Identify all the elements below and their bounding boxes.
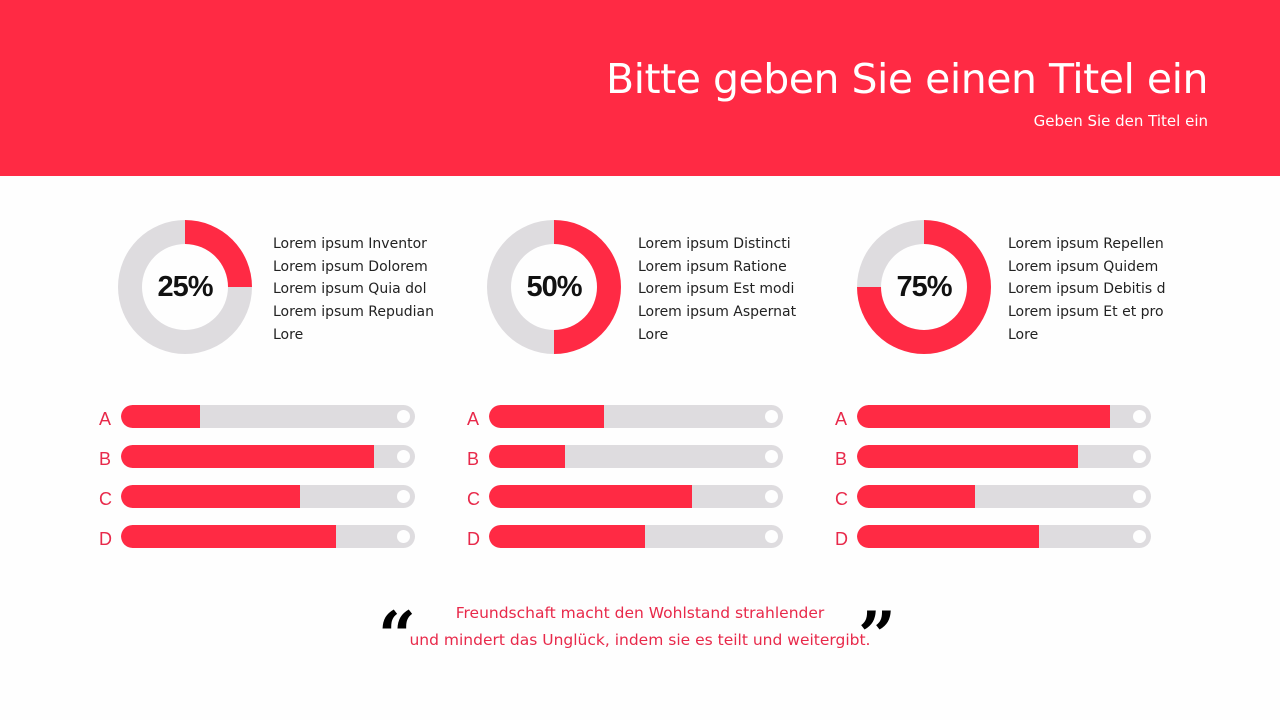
bar-knob-icon xyxy=(397,410,410,423)
donut-chart: 25% xyxy=(118,220,252,354)
donut-percentage: 25% xyxy=(157,270,213,303)
description-line: Lorem ipsum Dolorem xyxy=(273,258,428,275)
description-line: Lorem ipsum Repudian xyxy=(273,304,434,321)
bar-label: A xyxy=(99,409,112,429)
bar-track xyxy=(121,445,415,468)
bar-track xyxy=(121,525,415,548)
bar-knob-icon xyxy=(1133,530,1146,543)
description-line: Lorem ipsum Est modi xyxy=(638,281,795,298)
header-banner: Bitte geben Sie einen Titel ein Geben Si… xyxy=(0,0,1280,176)
bar-fill xyxy=(857,405,1110,428)
donut-percentage: 50% xyxy=(526,270,582,303)
bar-fill xyxy=(121,405,201,428)
bar-label: B xyxy=(467,449,480,469)
bar-fill xyxy=(489,445,566,468)
bar-knob-icon xyxy=(765,490,778,503)
bar-knob-icon xyxy=(397,450,410,463)
bar-track xyxy=(857,445,1151,468)
description-line: Lore xyxy=(1008,326,1039,343)
bar-knob-icon xyxy=(765,410,778,423)
quote-line-1: Freundschaft macht den Wohlstand strahle… xyxy=(455,604,825,622)
bar-track xyxy=(489,525,783,548)
bar-fill xyxy=(489,405,604,428)
bar-label: D xyxy=(467,529,480,549)
description-line: Lore xyxy=(638,326,669,343)
bar-knob-icon xyxy=(397,530,410,543)
bar-track xyxy=(857,525,1151,548)
bar-track xyxy=(857,485,1151,508)
bar-knob-icon xyxy=(397,490,410,503)
bar-knob-icon xyxy=(765,530,778,543)
bar-label: C xyxy=(99,489,112,509)
page-title: Bitte geben Sie einen Titel ein xyxy=(606,55,1208,103)
page-subtitle: Geben Sie den Titel ein xyxy=(1033,112,1208,130)
description-list: Lorem ipsum Repellen Lorem ipsum Quidem … xyxy=(1008,233,1165,347)
bar-fill xyxy=(857,445,1078,468)
description-line: Lorem ipsum Quia dol xyxy=(273,281,427,298)
bar-fill xyxy=(857,485,975,508)
quote-line-2: und mindert das Unglück, indem sie es te… xyxy=(409,631,871,649)
donut-percentage: 75% xyxy=(896,270,952,303)
bar-fill xyxy=(121,485,301,508)
donut-chart: 50% xyxy=(487,220,621,354)
bar-fill xyxy=(489,525,645,548)
bar-label: C xyxy=(467,489,480,509)
bar-fill xyxy=(121,525,336,548)
description-list: Lorem ipsum Distincti Lorem ipsum Ration… xyxy=(638,233,796,347)
bar-label: A xyxy=(467,409,480,429)
description-line: Lorem ipsum Repellen xyxy=(1008,236,1164,252)
bar-label: B xyxy=(99,449,112,469)
bar-knob-icon xyxy=(1133,410,1146,423)
bar-track xyxy=(121,405,415,428)
donut-center: 50% xyxy=(511,244,597,330)
bar-label: A xyxy=(835,409,848,429)
bar-track xyxy=(489,485,783,508)
bar-knob-icon xyxy=(1133,450,1146,463)
description-line: Lore xyxy=(273,326,304,343)
bar-track xyxy=(857,405,1151,428)
description-line: Lorem ipsum Et et pro xyxy=(1008,304,1164,321)
description-list: Lorem ipsum Inventor Lorem ipsum Dolorem… xyxy=(273,233,434,347)
description-line: Lorem ipsum Quidem xyxy=(1008,258,1159,275)
bar-fill xyxy=(857,525,1040,548)
description-line: Lorem ipsum Debitis d xyxy=(1008,281,1166,298)
bar-label: C xyxy=(835,489,848,509)
description-line: Lorem ipsum Distincti xyxy=(638,236,791,252)
bar-label: D xyxy=(835,529,848,549)
close-quote-icon: ” xyxy=(858,597,896,675)
description-line: Lorem ipsum Inventor xyxy=(273,236,427,252)
bar-label: D xyxy=(99,529,112,549)
open-quote-icon: “ xyxy=(378,597,416,675)
bar-label: B xyxy=(835,449,848,469)
bar-track xyxy=(489,445,783,468)
donut-chart: 75% xyxy=(857,220,991,354)
quote-block: Freundschaft macht den Wohlstand strahle… xyxy=(0,600,1280,654)
description-line: Lorem ipsum Aspernat xyxy=(638,304,797,321)
bar-track xyxy=(121,485,415,508)
donut-center: 75% xyxy=(881,244,967,330)
donut-center: 25% xyxy=(142,244,228,330)
bar-fill xyxy=(121,445,374,468)
bar-track xyxy=(489,405,783,428)
description-line: Lorem ipsum Ratione xyxy=(638,258,787,275)
bar-knob-icon xyxy=(765,450,778,463)
bar-fill xyxy=(489,485,692,508)
bar-knob-icon xyxy=(1133,490,1146,503)
